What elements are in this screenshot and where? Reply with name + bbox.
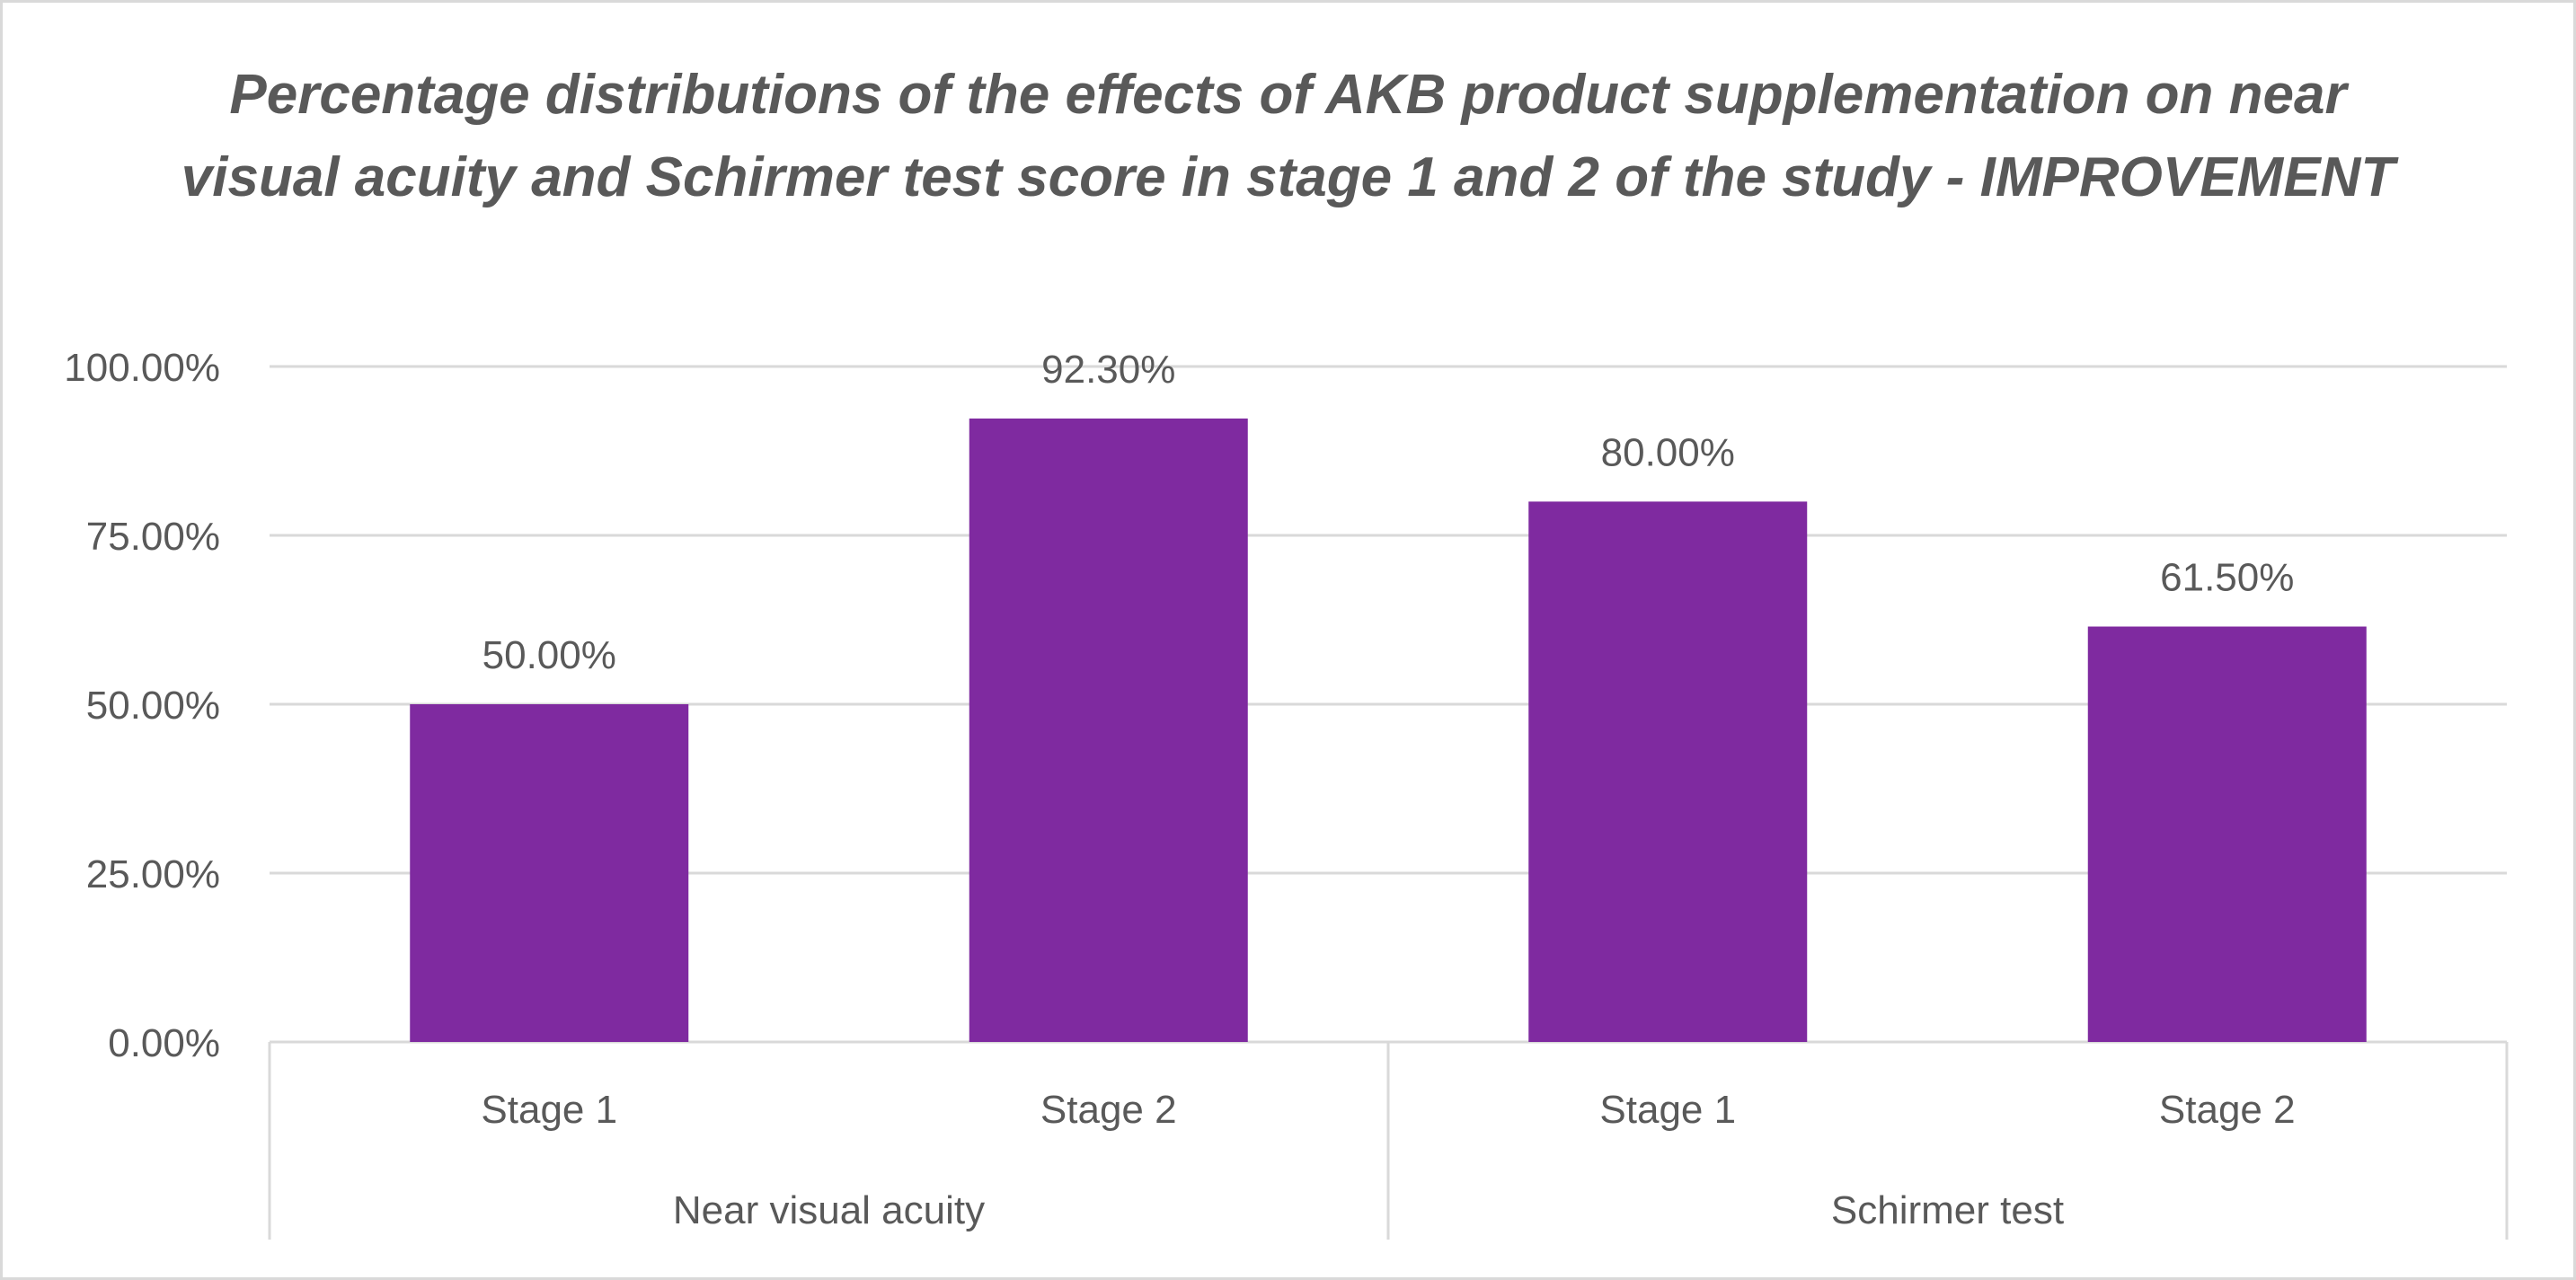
chart-title: Percentage distributions of the effects … [181, 64, 2395, 208]
y-tick-label: 0.00% [108, 1021, 220, 1065]
bar [2087, 626, 2367, 1042]
bars [410, 418, 2367, 1042]
x-axis: Stage 1 Stage 2 Stage 1 Stage 2 Near visual … [268, 1042, 2509, 1240]
bar [410, 704, 689, 1042]
y-tick-label: 75.00% [86, 515, 220, 559]
data-label: 50.00% [482, 633, 616, 677]
y-axis-ticks: 0.00% 25.00% 50.00% 75.00% 100.00% [64, 346, 220, 1065]
bar [1528, 501, 1808, 1042]
data-label: 61.50% [2160, 556, 2294, 600]
data-labels: 50.00% 92.30% 80.00% 61.50% [482, 348, 2295, 677]
y-tick-label: 25.00% [86, 852, 220, 896]
bar [969, 418, 1248, 1042]
x-tick-label: Stage 2 [2159, 1088, 2296, 1132]
x-tick-label: Stage 2 [1040, 1088, 1177, 1132]
x-tick-label: Stage 1 [1599, 1088, 1736, 1132]
y-tick-label: 100.00% [64, 346, 220, 390]
data-label: 80.00% [1601, 430, 1735, 474]
x-tick-label: Stage 1 [481, 1088, 617, 1132]
y-tick-label: 50.00% [86, 684, 220, 728]
group-label: Schirmer test [1831, 1188, 2064, 1232]
data-label: 92.30% [1041, 348, 1175, 392]
group-label: Near visual acuity [673, 1188, 985, 1232]
